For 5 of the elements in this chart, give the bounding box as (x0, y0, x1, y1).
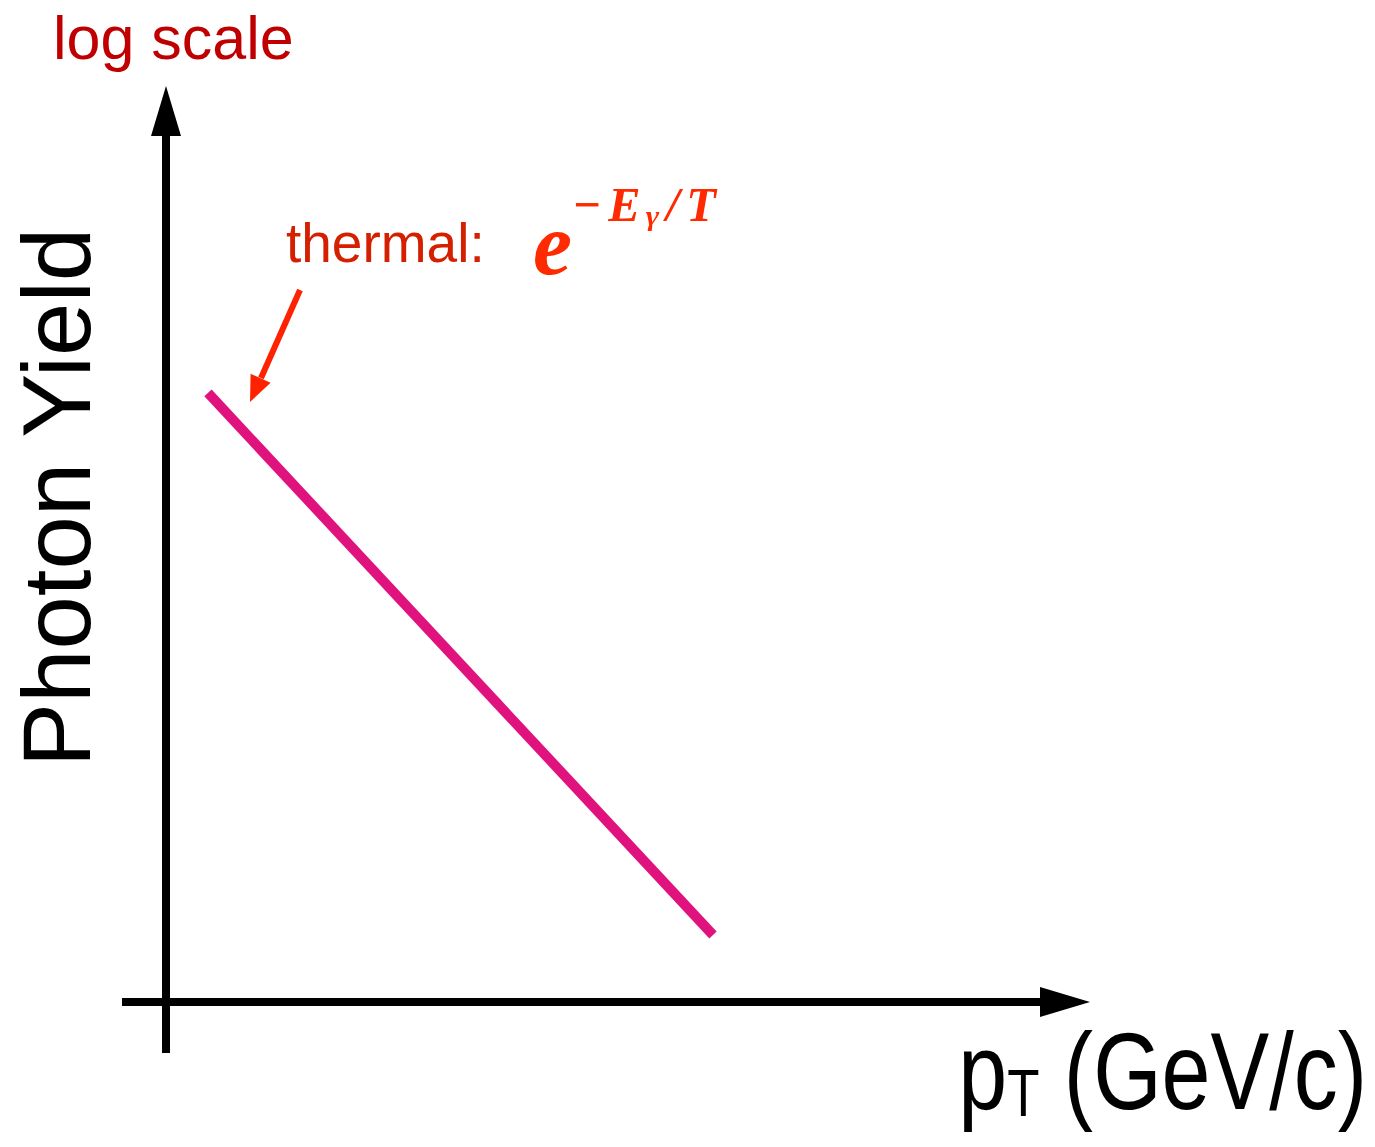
text: log scale (53, 4, 294, 72)
x-axis-title: p$_{T}$ (GeV/c) (958, 1009, 1367, 1132)
text: e$^{−Eᵧ/T}$ (533, 178, 723, 294)
text: thermal: (286, 212, 485, 274)
y-axis-title: Photon Yield (3, 227, 110, 767)
